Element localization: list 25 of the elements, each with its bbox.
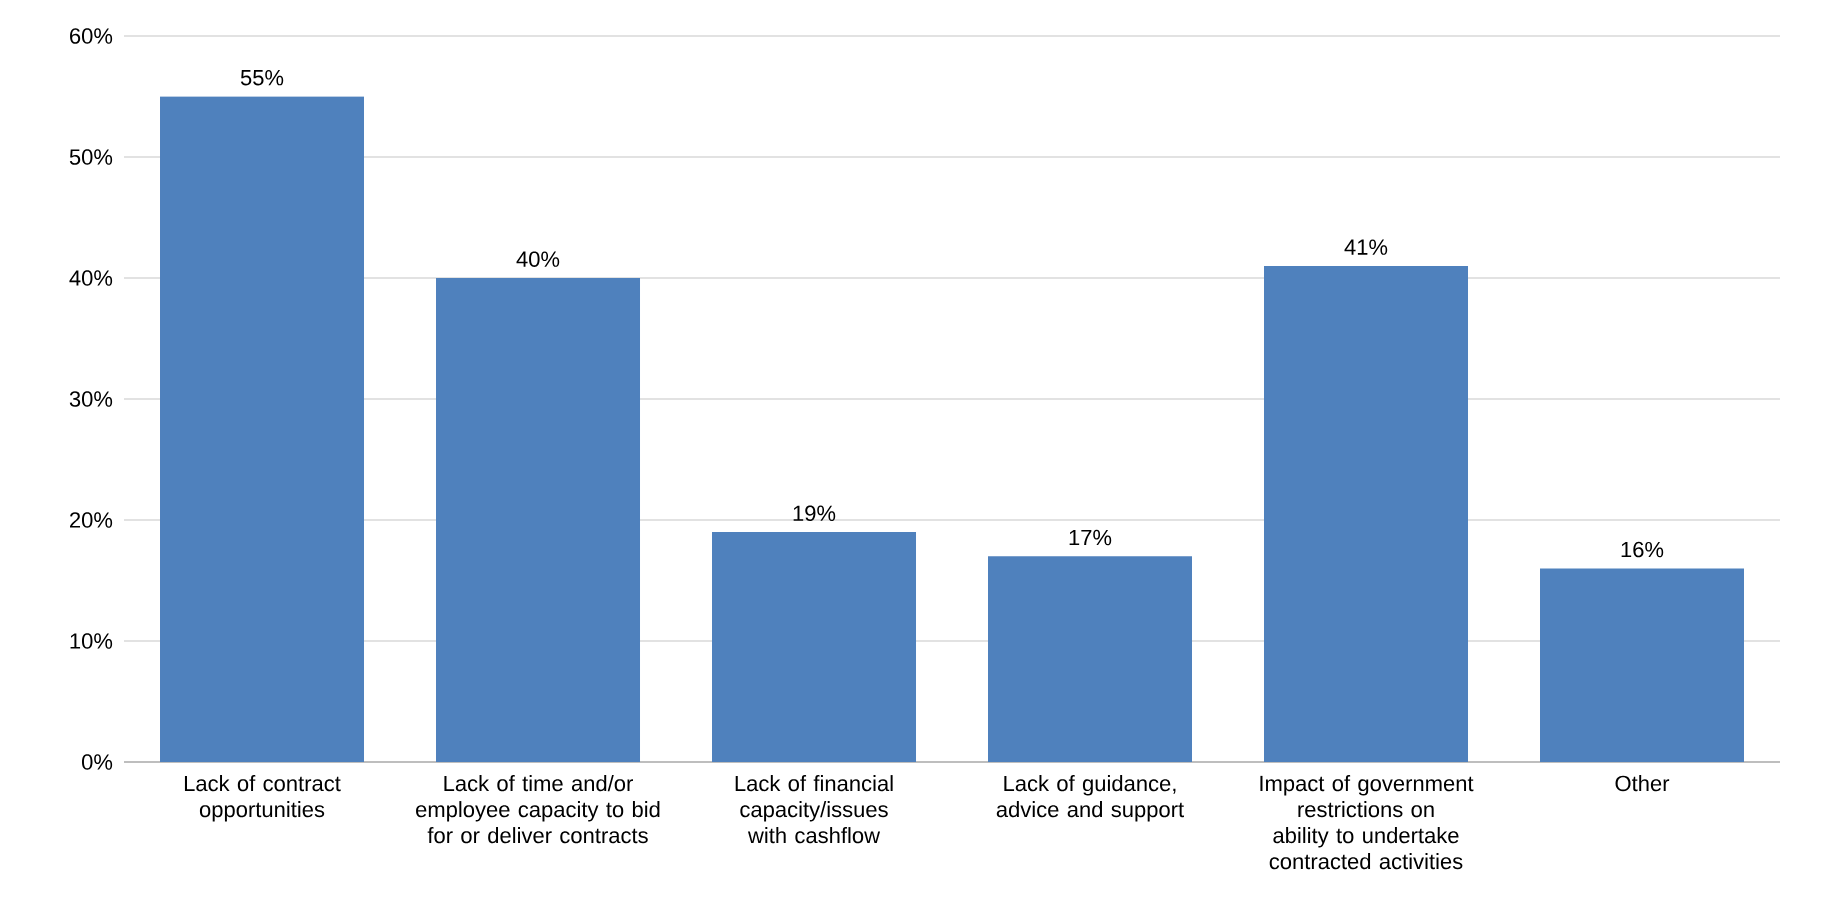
bar — [712, 532, 917, 762]
x-tick-label: Lack of time and/or employee capacity to bid for or deliver contracts — [416, 775, 660, 844]
y-tick-label: 20% — [70, 512, 113, 528]
y-tick-label: 40% — [69, 270, 113, 286]
bar — [436, 278, 641, 762]
data-label: 40% — [516, 251, 560, 267]
x-tick-label: Lack of financial capacity/issues with cashflow — [735, 775, 893, 844]
x-tick-label: Lack of guidance, advice and support — [996, 775, 1184, 822]
y-tick-label: 30% — [69, 391, 113, 407]
bar — [988, 556, 1193, 762]
x-tick-label: Other — [1615, 775, 1670, 792]
bar — [160, 96, 365, 762]
y-tick-label: 60% — [70, 28, 113, 44]
y-tick-label: 0% — [81, 754, 113, 770]
data-label: 55% — [240, 69, 284, 86]
y-tick-label: 10% — [70, 633, 113, 649]
data-label: 17% — [1069, 529, 1112, 546]
data-label: 41% — [1344, 239, 1388, 255]
bar — [1540, 568, 1744, 762]
bar — [1264, 265, 1468, 762]
data-label: 19% — [793, 505, 836, 522]
x-tick-label: Lack of contract opportunities — [184, 775, 341, 822]
x-tick-label: Impact of government restrictions on ability to undertake contracted activities — [1260, 775, 1474, 870]
data-label: 16% — [1621, 541, 1664, 558]
y-tick-label: 50% — [69, 149, 113, 165]
